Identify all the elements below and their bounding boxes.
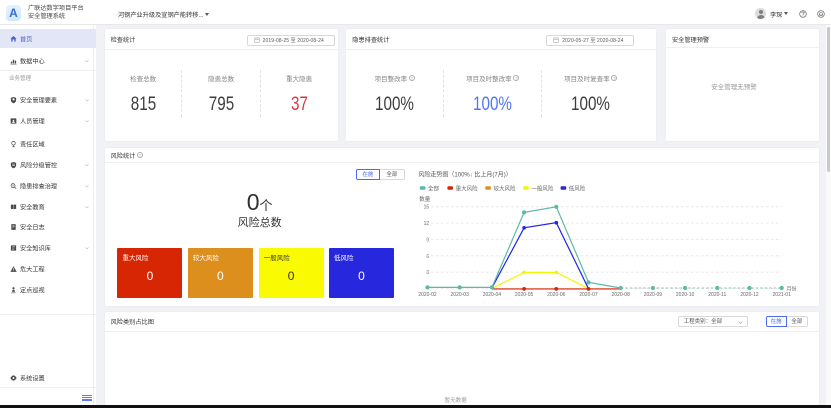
- svg-text:2020-05: 2020-05: [515, 292, 534, 298]
- svg-text:2020-06: 2020-06: [547, 292, 566, 298]
- svg-text:月份: 月份: [786, 286, 796, 293]
- svg-text:重大风险: 重大风险: [456, 184, 479, 192]
- svg-text:2020-02: 2020-02: [418, 292, 437, 298]
- svg-text:3: 3: [426, 270, 429, 276]
- svg-text:2020-09: 2020-09: [644, 292, 663, 298]
- svg-text:9: 9: [426, 237, 429, 243]
- svg-text:数量: 数量: [419, 195, 431, 203]
- svg-text:风险走势图（100%↓ 比上月(7月)）: 风险走势图（100%↓ 比上月(7月)）: [418, 171, 511, 179]
- svg-text:2021-01: 2021-01: [773, 292, 792, 298]
- svg-text:2020-11: 2020-11: [708, 292, 726, 298]
- svg-text:较大风险: 较大风险: [493, 184, 516, 192]
- svg-text:低风险: 低风险: [569, 184, 586, 192]
- svg-text:2020-07: 2020-07: [579, 292, 598, 298]
- svg-text:12: 12: [424, 221, 430, 227]
- svg-text:2020-12: 2020-12: [740, 292, 759, 298]
- svg-text:2020-04: 2020-04: [483, 292, 502, 298]
- svg-text:全部: 全部: [428, 184, 440, 192]
- svg-text:2020-10: 2020-10: [676, 292, 695, 298]
- svg-text:2020-08: 2020-08: [612, 292, 631, 298]
- svg-text:15: 15: [424, 204, 430, 210]
- svg-text:2020-03: 2020-03: [451, 292, 470, 298]
- svg-text:6: 6: [426, 254, 429, 260]
- svg-text:一般风险: 一般风险: [531, 184, 554, 192]
